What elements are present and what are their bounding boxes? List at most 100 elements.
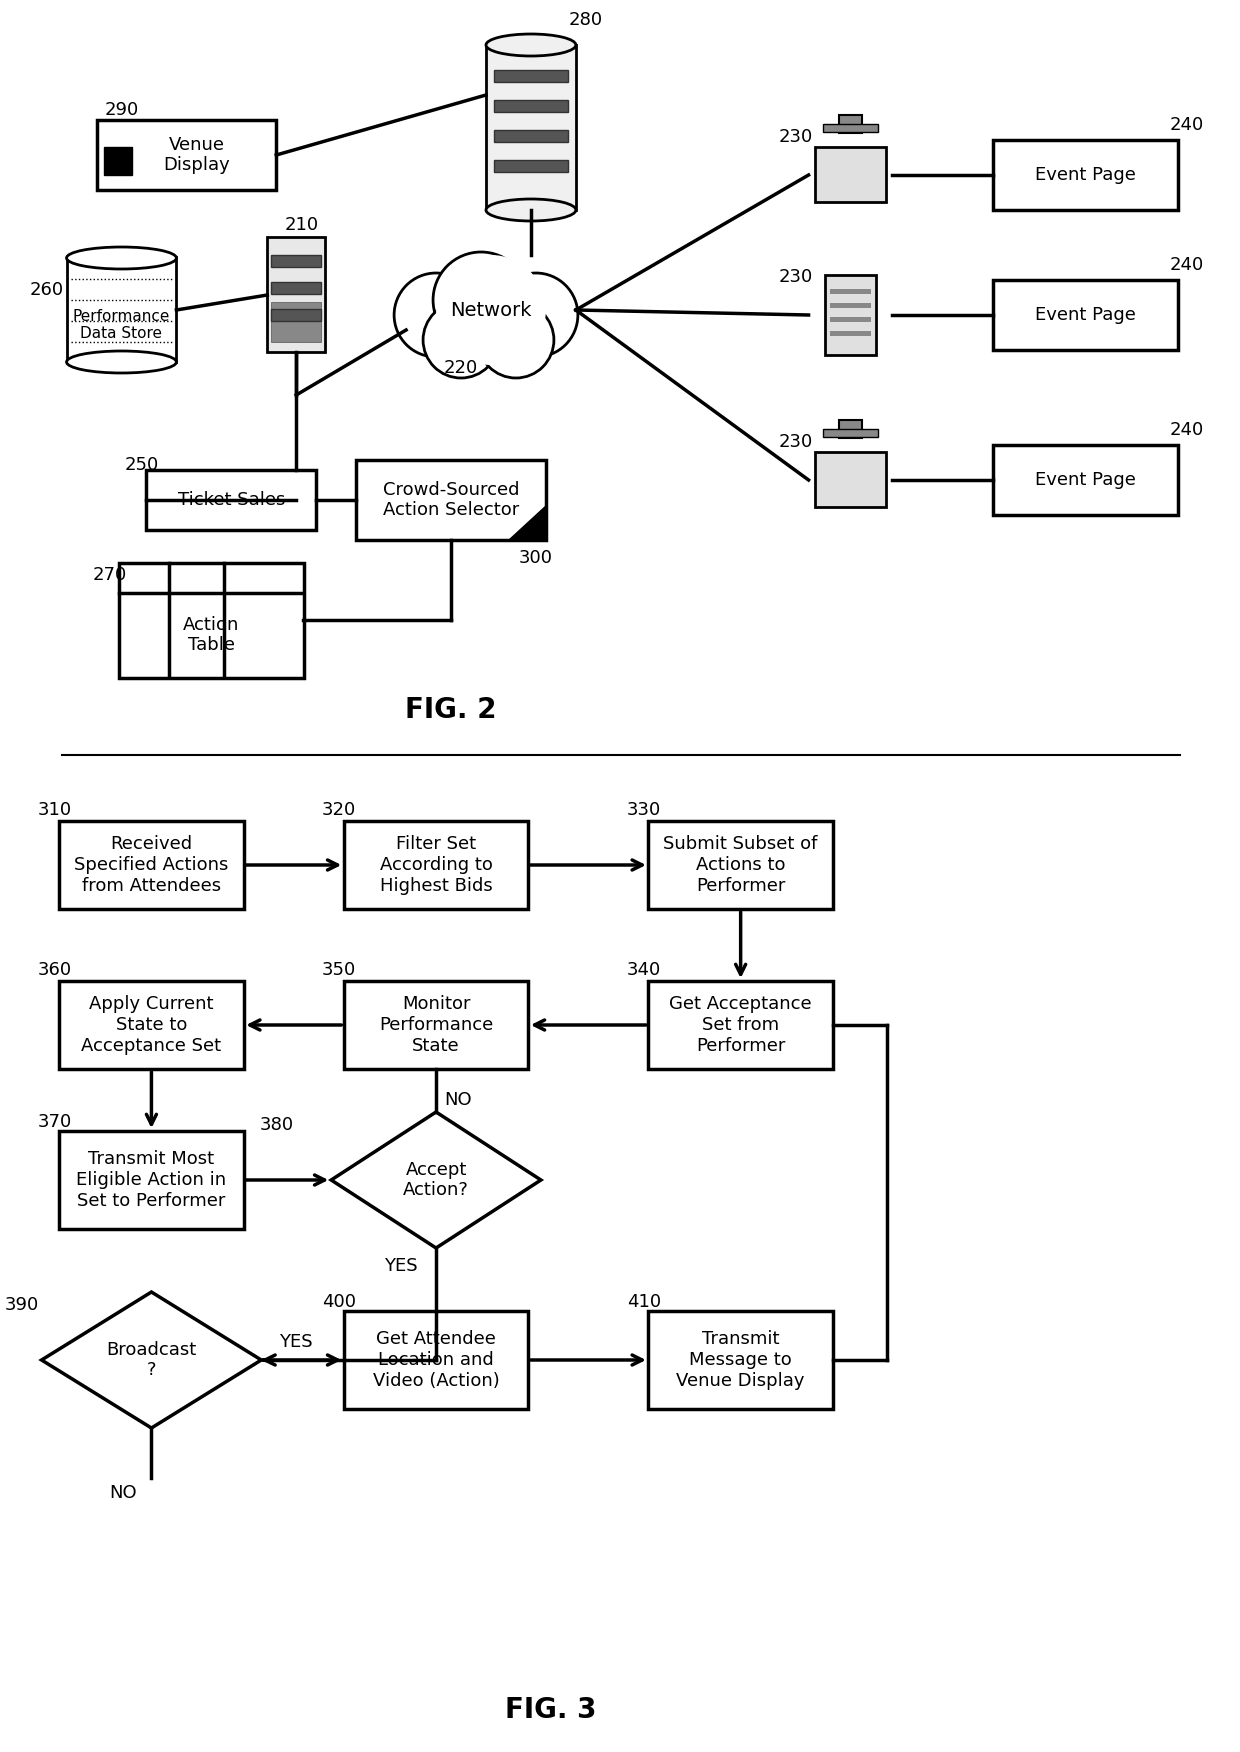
Text: 300: 300: [518, 548, 553, 568]
Text: NO: NO: [444, 1091, 472, 1109]
Text: Get Attendee
Location and
Video (Action): Get Attendee Location and Video (Action): [373, 1330, 500, 1389]
Text: 230: 230: [779, 128, 812, 145]
Bar: [822, 429, 878, 436]
Text: Network: Network: [450, 301, 532, 319]
Circle shape: [436, 256, 546, 364]
Text: Filter Set
According to
Highest Bids: Filter Set According to Highest Bids: [379, 836, 492, 895]
Bar: [343, 981, 528, 1069]
Bar: [825, 275, 877, 356]
Text: Venue
Display: Venue Display: [162, 135, 229, 175]
Text: 380: 380: [259, 1116, 294, 1134]
Polygon shape: [331, 1113, 541, 1247]
Bar: [830, 303, 872, 308]
Text: Get Acceptance
Set from
Performer: Get Acceptance Set from Performer: [670, 995, 812, 1055]
Bar: [272, 301, 321, 342]
Text: Action
Table: Action Table: [184, 615, 239, 655]
Bar: [993, 445, 1178, 515]
Text: Event Page: Event Page: [1034, 471, 1136, 489]
Polygon shape: [42, 1291, 262, 1428]
Text: YES: YES: [279, 1333, 312, 1351]
Text: Performance
Data Store: Performance Data Store: [73, 308, 170, 342]
Bar: [649, 981, 833, 1069]
Text: 390: 390: [5, 1296, 38, 1314]
Bar: [60, 822, 244, 909]
Text: Transmit
Message to
Venue Display: Transmit Message to Venue Display: [676, 1330, 805, 1389]
Circle shape: [433, 252, 529, 349]
Bar: [822, 124, 878, 131]
Bar: [830, 331, 872, 336]
Text: NO: NO: [109, 1484, 138, 1501]
Bar: [494, 130, 568, 142]
Text: 260: 260: [30, 280, 63, 300]
Circle shape: [494, 273, 578, 357]
Bar: [838, 116, 863, 133]
Circle shape: [394, 273, 477, 357]
Text: 310: 310: [37, 801, 72, 818]
Text: Broadcast
?: Broadcast ?: [107, 1340, 197, 1379]
Text: 240: 240: [1171, 420, 1204, 440]
Bar: [486, 46, 575, 210]
Bar: [649, 1310, 833, 1409]
Bar: [272, 308, 321, 321]
Text: Transmit Most
Eligible Action in
Set to Performer: Transmit Most Eligible Action in Set to …: [77, 1151, 227, 1211]
Text: FIG. 2: FIG. 2: [405, 696, 497, 724]
Text: Apply Current
State to
Acceptance Set: Apply Current State to Acceptance Set: [82, 995, 222, 1055]
Bar: [146, 470, 316, 531]
Text: 360: 360: [37, 962, 72, 979]
Text: 400: 400: [322, 1293, 356, 1310]
Text: Received
Specified Actions
from Attendees: Received Specified Actions from Attendee…: [74, 836, 228, 895]
Bar: [356, 461, 546, 540]
Bar: [343, 1310, 528, 1409]
Ellipse shape: [67, 247, 176, 270]
Bar: [494, 159, 568, 172]
Text: 370: 370: [37, 1113, 72, 1132]
Bar: [838, 420, 863, 438]
Bar: [60, 1132, 244, 1228]
Circle shape: [423, 301, 498, 378]
Text: 410: 410: [626, 1293, 661, 1310]
Bar: [830, 289, 872, 294]
Text: 240: 240: [1171, 256, 1204, 273]
Bar: [268, 237, 325, 352]
Text: 210: 210: [284, 215, 319, 235]
Text: Monitor
Performance
State: Monitor Performance State: [379, 995, 494, 1055]
Bar: [272, 282, 321, 294]
Circle shape: [477, 301, 554, 378]
Text: FIG. 3: FIG. 3: [505, 1696, 596, 1724]
Bar: [272, 256, 321, 266]
Polygon shape: [508, 505, 546, 540]
Text: 240: 240: [1171, 116, 1204, 133]
Text: Accept
Action?: Accept Action?: [403, 1160, 469, 1200]
Text: 340: 340: [626, 962, 661, 979]
Bar: [343, 822, 528, 909]
Text: 250: 250: [124, 456, 159, 475]
Bar: [993, 140, 1178, 210]
Text: Ticket Sales: Ticket Sales: [177, 491, 285, 510]
Ellipse shape: [67, 350, 176, 373]
Text: 220: 220: [444, 359, 479, 377]
Text: Event Page: Event Page: [1034, 307, 1136, 324]
Bar: [649, 822, 833, 909]
Bar: [830, 317, 872, 322]
Bar: [60, 981, 244, 1069]
Ellipse shape: [486, 33, 575, 56]
Text: Submit Subset of
Actions to
Performer: Submit Subset of Actions to Performer: [663, 836, 818, 895]
Bar: [494, 70, 568, 82]
Text: 350: 350: [322, 962, 356, 979]
Text: 280: 280: [569, 11, 603, 30]
Text: YES: YES: [384, 1256, 418, 1275]
Bar: [67, 258, 176, 363]
Bar: [494, 100, 568, 112]
Text: Crowd-Sourced
Action Selector: Crowd-Sourced Action Selector: [383, 480, 520, 519]
Bar: [104, 147, 133, 175]
Bar: [119, 562, 304, 678]
Bar: [993, 280, 1178, 350]
Text: 290: 290: [104, 102, 139, 119]
Bar: [815, 452, 887, 506]
Text: 320: 320: [322, 801, 356, 818]
Text: 230: 230: [779, 268, 812, 286]
Text: 330: 330: [626, 801, 661, 818]
Bar: [97, 119, 277, 189]
Text: 270: 270: [92, 566, 126, 583]
Text: Event Page: Event Page: [1034, 166, 1136, 184]
